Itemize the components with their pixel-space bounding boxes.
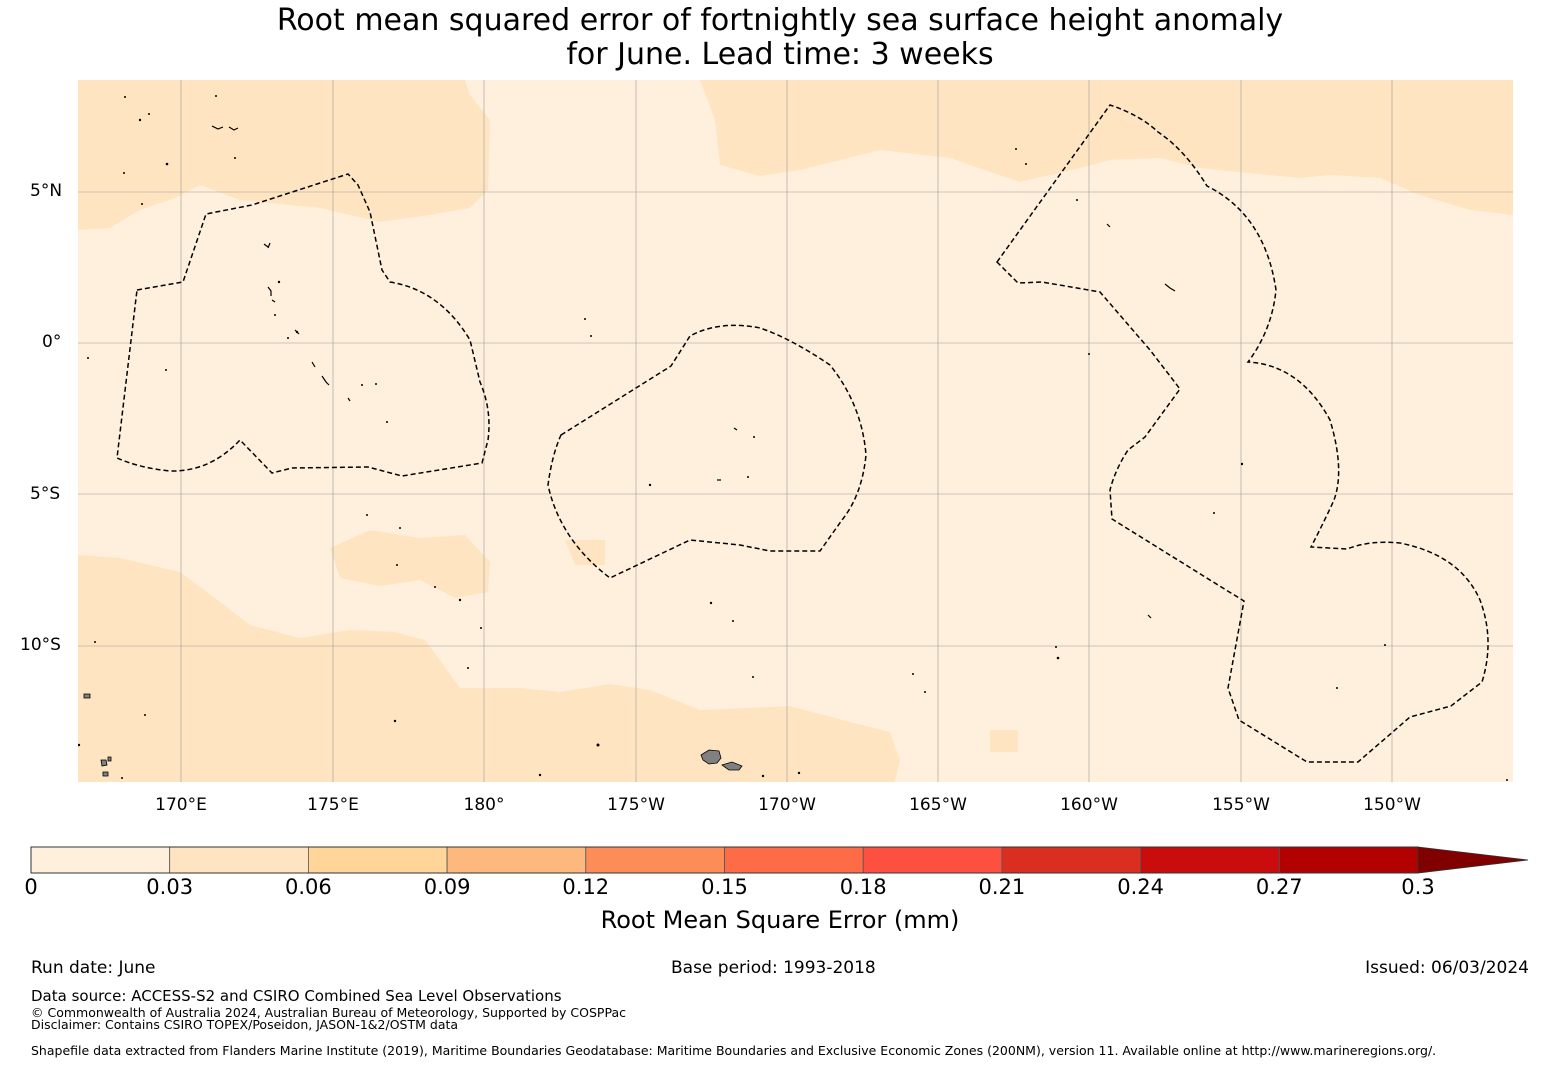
island-outline xyxy=(228,126,239,131)
samoa-savaii-east xyxy=(721,761,743,771)
island-outline xyxy=(267,286,272,296)
islands xyxy=(211,125,1176,619)
colorbar-tick-label: 0.24 xyxy=(1117,875,1164,899)
island-outline xyxy=(347,397,351,402)
land-areas xyxy=(83,693,743,777)
lon-label-170e: 170°E xyxy=(155,795,207,815)
data-source: Data source: ACCESS-S2 and CSIRO Combine… xyxy=(31,987,562,1005)
islet xyxy=(107,756,112,762)
colorbar-tick-label: 0.21 xyxy=(978,875,1026,899)
island-outline xyxy=(1147,614,1152,619)
colorbar-band xyxy=(1140,846,1280,874)
lat-label-5n: 5°N xyxy=(30,181,63,201)
lat-label-5s: 5°S xyxy=(30,484,61,504)
lat-label-equator: 0° xyxy=(42,332,62,352)
island-outline xyxy=(321,375,330,386)
colorbar xyxy=(30,846,1529,874)
island-outline xyxy=(271,299,276,303)
colorbar-label: Root Mean Square Error (mm) xyxy=(600,906,960,934)
lon-label-175w: 175°W xyxy=(607,795,665,815)
island-outline xyxy=(211,125,224,130)
lon-label-170w: 170°W xyxy=(758,795,816,815)
lon-label-180: 180° xyxy=(463,795,505,815)
colorbar-band xyxy=(307,846,448,874)
island-outline xyxy=(263,242,271,249)
copyright: © Commonwealth of Australia 2024, Austra… xyxy=(31,1005,626,1020)
map-title-line-1: Root mean squared error of fortnightly s… xyxy=(276,3,1284,38)
run-date: Run date: June xyxy=(31,958,156,978)
colorbar-band xyxy=(446,846,587,874)
colorbar-extend-arrow xyxy=(1417,846,1529,874)
colorbar-tick-label: 0.27 xyxy=(1255,875,1303,899)
island-outline xyxy=(1106,223,1111,228)
lon-label-175e: 175°E xyxy=(307,795,359,815)
shapefile-credit: Shapefile data extracted from Flanders M… xyxy=(31,1043,1437,1058)
colorbar-tick-label: 0 xyxy=(24,875,38,899)
colorbar-band xyxy=(862,846,1003,874)
island-outline xyxy=(733,427,738,431)
base-period: Base period: 1993-2018 xyxy=(671,958,876,978)
colorbar-band xyxy=(585,846,725,874)
eez-kiribati-line xyxy=(996,104,1489,763)
eez-kiribati-phoenix xyxy=(547,324,867,579)
islet xyxy=(100,759,108,767)
colorbar-tick-label: 0.09 xyxy=(423,875,471,899)
eez-boundaries xyxy=(116,104,1489,763)
map-title-line-2: for June. Lead time: 3 weeks xyxy=(566,37,994,72)
lon-label-155w: 155°W xyxy=(1212,795,1270,815)
colorbar-band xyxy=(1278,846,1419,874)
islet xyxy=(102,771,109,777)
lon-label-150w: 150°W xyxy=(1363,795,1421,815)
colorbar-frame xyxy=(30,846,1419,874)
lat-label-10s: 10°S xyxy=(20,635,61,655)
colorbar-band xyxy=(169,846,309,874)
island-dots xyxy=(78,95,1508,781)
colorbar-band xyxy=(724,846,864,874)
colorbar-tick-label: 0.18 xyxy=(839,875,887,899)
disclaimer: Disclaimer: Contains CSIRO TOPEX/Poseido… xyxy=(31,1017,459,1032)
islet xyxy=(83,693,91,699)
colorbar-tick-label: 0.3 xyxy=(1401,875,1435,899)
issued-date: Issued: 06/03/2024 xyxy=(1365,958,1529,978)
colorbar-tick-label: 0.12 xyxy=(562,875,610,899)
colorbar-tick-label: 0.15 xyxy=(701,875,748,899)
island-outline xyxy=(311,361,316,368)
colorbar-band xyxy=(1001,846,1142,874)
island-outline xyxy=(1164,283,1176,292)
colorbar-band xyxy=(30,846,171,874)
colorbar-tick-label: 0.03 xyxy=(146,875,194,899)
lon-label-165w: 165°W xyxy=(909,795,967,815)
colorbar-tick-label: 0.06 xyxy=(285,875,332,899)
samoa-upolu xyxy=(700,749,722,765)
graticule xyxy=(78,80,1513,782)
lon-label-160w: 160°W xyxy=(1060,795,1118,815)
eez-kiribati-gilbert xyxy=(116,173,490,477)
